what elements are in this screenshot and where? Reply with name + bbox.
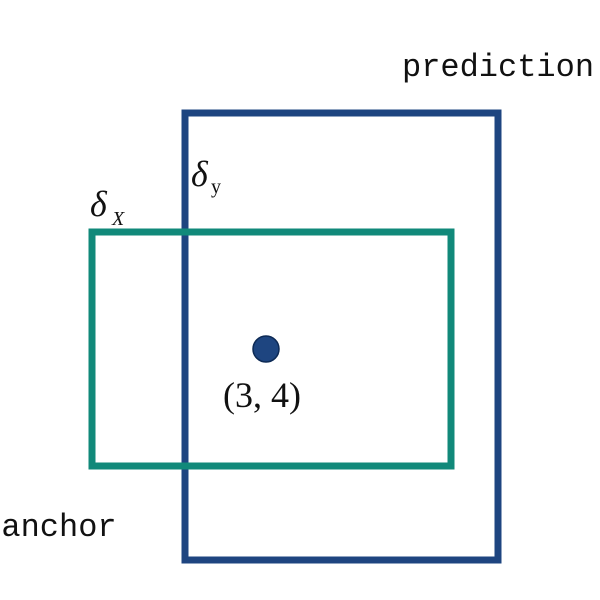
center-point-label: (3, 4)	[223, 375, 301, 415]
anchor-box	[88, 228, 455, 470]
delta-x-subscript: X	[111, 208, 125, 230]
delta-y-symbol: δ	[191, 154, 209, 194]
center-point	[252, 335, 280, 363]
delta-y-subscript: y	[211, 176, 221, 198]
prediction-label: prediction	[402, 49, 594, 86]
prediction-box	[181, 109, 502, 564]
anchor-label: anchor	[1, 509, 116, 546]
delta-x-symbol: δ	[90, 184, 108, 224]
